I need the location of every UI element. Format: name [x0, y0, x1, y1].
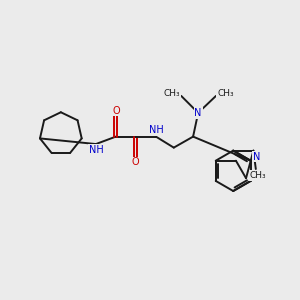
- Text: O: O: [112, 106, 120, 116]
- Text: CH₃: CH₃: [250, 171, 266, 180]
- Text: N: N: [253, 152, 260, 161]
- Text: CH₃: CH₃: [217, 89, 234, 98]
- Text: N: N: [194, 108, 202, 118]
- Text: CH₃: CH₃: [164, 89, 180, 98]
- Text: NH: NH: [88, 145, 103, 155]
- Text: O: O: [132, 158, 140, 167]
- Text: NH: NH: [148, 125, 163, 135]
